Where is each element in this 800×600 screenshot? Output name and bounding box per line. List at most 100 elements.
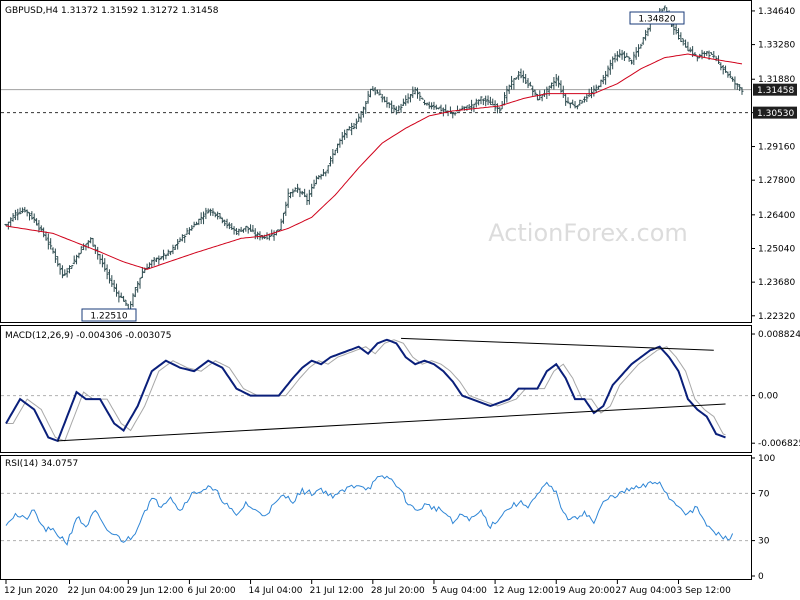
time-axis-label: 3 Sep 12:00 <box>677 586 732 596</box>
ohlc-bar <box>258 231 262 241</box>
ohlc-bar <box>75 254 79 265</box>
ohlc-bar <box>521 70 525 83</box>
ohlc-bar <box>354 118 358 130</box>
ohlc-bar <box>399 103 403 113</box>
ohlc-bar <box>594 84 598 94</box>
ohlc-bar <box>211 208 215 217</box>
ohlc-bar <box>122 295 126 302</box>
ohlc-bar <box>145 263 149 270</box>
time-axis-label: 5 Aug 04:00 <box>432 586 487 596</box>
time-axis-label: 28 Jul 20:00 <box>371 586 425 596</box>
ohlc-bar <box>136 281 140 293</box>
ohlc-bar <box>100 254 104 268</box>
ohlc-bar <box>512 78 516 90</box>
ohlc-bar <box>180 234 184 242</box>
ohlc-bar <box>420 97 424 100</box>
ohlc-bar <box>582 96 586 103</box>
ohlc-bar <box>239 226 243 232</box>
ohlc-bar <box>547 85 551 96</box>
ohlc-bar <box>343 129 347 140</box>
ohlc-bar <box>131 293 135 307</box>
price-axis-label: 1.23680 <box>758 278 795 288</box>
ohlc-bar <box>202 211 206 225</box>
ohlc-bar <box>733 76 737 90</box>
ohlc-bar <box>9 217 13 227</box>
ohlc-bar <box>503 92 507 106</box>
ohlc-bar <box>35 218 39 226</box>
ohlc-bar <box>194 221 198 226</box>
time-axis-label: 12 Aug 12:00 <box>493 586 554 596</box>
ohlc-bar <box>366 90 370 104</box>
ohlc-bar <box>453 112 457 116</box>
ohlc-bar <box>312 179 316 189</box>
ohlc-bar <box>709 52 713 55</box>
ohlc-bar <box>249 224 253 232</box>
ohlc-bar <box>578 99 582 106</box>
ohlc-bar <box>681 38 685 46</box>
ohlc-bar <box>378 89 382 96</box>
ohlc-bar <box>124 299 128 306</box>
ohlc-bar <box>216 211 220 220</box>
ohlc-bar <box>256 231 260 240</box>
time-axis-label: 21 Jul 12:00 <box>310 586 364 596</box>
rsi-plot <box>1 475 751 546</box>
ohlc-bar <box>601 74 605 85</box>
rsi-header: RSI(14) 34.0757 <box>5 459 78 469</box>
ohlc-bar <box>63 269 67 277</box>
ohlc-bar <box>373 87 377 96</box>
ohlc-bar <box>606 65 610 78</box>
ohlc-bar <box>519 68 523 79</box>
ohlc-bar <box>133 287 137 298</box>
ohlc-bar <box>321 169 325 177</box>
ohlc-bar <box>580 100 584 104</box>
ohlc-bar <box>597 85 601 90</box>
rsi-axis-label: 0 <box>758 572 764 582</box>
ohlc-bar <box>350 122 354 136</box>
ohlc-bar <box>162 249 166 261</box>
ohlc-bar <box>336 143 340 154</box>
ohlc-bar <box>357 113 361 122</box>
ohlc-bar <box>173 244 177 250</box>
ohlc-bar <box>545 86 549 100</box>
ohlc-bar <box>28 212 32 221</box>
ohlc-bar <box>303 188 307 198</box>
ohlc-bar <box>253 228 257 240</box>
ohlc-bar <box>559 80 563 93</box>
ohlc-bar <box>474 98 478 108</box>
ohlc-bar <box>159 256 163 260</box>
ohlc-bar <box>533 89 537 96</box>
ohlc-bar <box>307 189 311 205</box>
ohlc-bar <box>488 96 492 106</box>
ohlc-bar <box>51 247 55 254</box>
ohlc-bar <box>157 255 161 265</box>
ohlc-bar <box>60 265 64 279</box>
price-tag-label: 1.31458 <box>757 86 794 96</box>
moving-average-line <box>5 53 743 270</box>
ohlc-bar <box>618 49 622 58</box>
ohlc-bar <box>270 229 274 237</box>
ohlc-bar <box>528 81 532 87</box>
ohlc-bar <box>96 246 100 260</box>
ohlc-bar <box>526 78 530 89</box>
ohlc-bar <box>293 187 297 192</box>
price-axis-label: 1.31880 <box>758 75 795 85</box>
ohlc-bar <box>359 111 363 123</box>
ohlc-bar <box>740 87 744 95</box>
ohlc-bar <box>726 71 730 78</box>
ohlc-bar <box>286 188 290 208</box>
ohlc-bar <box>590 87 594 99</box>
ohlc-bar <box>486 95 490 106</box>
ohlc-bar <box>392 104 396 113</box>
ohlc-bar <box>575 105 579 110</box>
ohlc-bar <box>103 258 107 272</box>
ohlc-bar <box>408 94 412 103</box>
ohlc-bar <box>56 255 60 267</box>
ohlc-bar <box>517 70 521 80</box>
ohlc-bar <box>166 249 170 256</box>
annotation-label: 1.22510 <box>90 312 127 322</box>
ohlc-bar <box>731 76 735 82</box>
price-axis-label: 1.34640 <box>758 7 795 17</box>
ohlc-bar <box>277 229 281 231</box>
ohlc-bar <box>25 209 29 217</box>
ohlc-bar <box>646 27 650 37</box>
